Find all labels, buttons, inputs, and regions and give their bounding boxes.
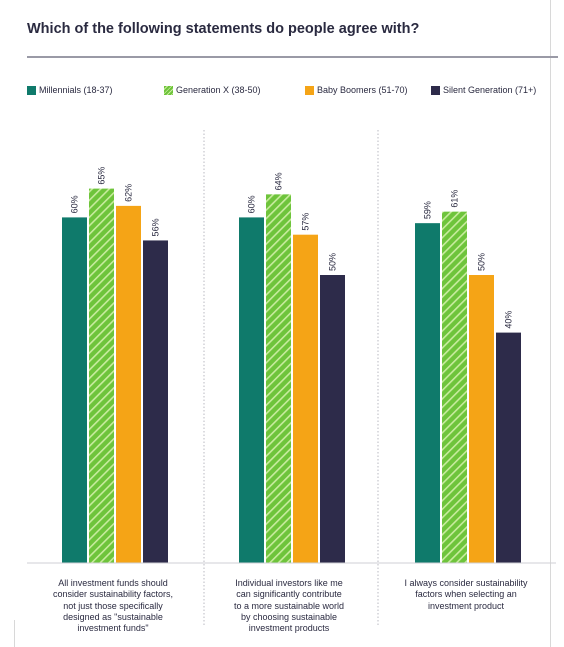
- card-border: [550, 0, 551, 647]
- value-label-generation-x-2: 64%: [274, 172, 284, 190]
- category-label-3: I always consider sustainability factors…: [391, 578, 541, 612]
- bar-generation-x-1: [89, 188, 114, 563]
- category-label-3-line-1: I always consider sustainability: [404, 578, 528, 588]
- bar-baby-boomers-3: [469, 275, 494, 563]
- value-label-millennials-3: 59%: [423, 201, 433, 219]
- value-label-baby-boomers-1: 62%: [124, 184, 134, 202]
- bar-generation-x-3: [442, 211, 467, 563]
- chart-title: Which of the following statements do peo…: [27, 21, 420, 37]
- bar-baby-boomers-1: [116, 205, 141, 563]
- value-label-millennials-2: 60%: [247, 195, 257, 213]
- legend-label-baby-boomers: Baby Boomers (51-70): [317, 85, 408, 95]
- category-label-1: All investment funds should consider sus…: [38, 578, 188, 634]
- category-label-1-line-3: not just those specifically: [63, 600, 163, 611]
- value-label-baby-boomers-2: 57%: [301, 213, 311, 231]
- bar-millennials-3: [415, 223, 440, 563]
- category-label-2-line-4: by choosing sustainable: [240, 611, 338, 622]
- legend-swatch-millennials: [27, 86, 36, 95]
- value-label-millennials-1: 60%: [70, 195, 80, 213]
- category-label-3-line-3: investment product: [427, 600, 505, 611]
- value-label-silent-generation-3: 40%: [504, 311, 514, 329]
- category-label-1-line-2: consider sustainability factors,: [52, 589, 174, 600]
- category-separators: [203, 130, 379, 626]
- bars-group: [62, 188, 521, 564]
- category-label-3-line-2: factors when selecting an: [415, 589, 517, 600]
- category-label-2-line-1: Individual investors like me: [235, 578, 343, 588]
- title-divider: [27, 56, 558, 58]
- category-label-1-line-4: designed as "sustainable: [63, 611, 163, 622]
- category-label-2-line-5: investment products: [248, 623, 330, 634]
- bar-millennials-1: [62, 217, 87, 563]
- value-label-generation-x-1: 65%: [97, 167, 107, 185]
- bar-generation-x-2: [266, 194, 291, 564]
- bar-millennials-2: [239, 217, 264, 563]
- bar-baby-boomers-2: [293, 234, 318, 563]
- legend-label-millennials: Millennials (18-37): [39, 85, 113, 95]
- value-labels-group: 60% 60% 59% 65% 64% 61% 62% 57% 50% 56% 50% 40%: [70, 167, 514, 329]
- category-label-2-line-3: to a more sustainable world: [233, 600, 345, 611]
- category-label-1-line-5: investment funds": [77, 623, 149, 634]
- value-label-generation-x-3: 61%: [450, 190, 460, 208]
- category-label-1-line-1: All investment funds should: [58, 578, 168, 588]
- card-border-left: [14, 620, 15, 647]
- bar-silent-generation-1: [143, 240, 168, 563]
- value-label-silent-generation-1: 56%: [151, 218, 161, 236]
- bar-silent-generation-3: [496, 332, 521, 563]
- legend-swatch-baby-boomers: [305, 86, 314, 95]
- legend-swatch-generation-x: [164, 86, 173, 95]
- value-label-silent-generation-2: 50%: [328, 253, 338, 271]
- legend-label-generation-x: Generation X (38-50): [176, 85, 261, 95]
- value-label-baby-boomers-3: 50%: [477, 253, 487, 271]
- legend-label-silent-generation: Silent Generation (71+): [443, 85, 537, 95]
- legend-swatch-silent-generation: [431, 86, 440, 95]
- category-label-2: Individual investors like me can signifi…: [214, 578, 364, 634]
- bar-silent-generation-2: [320, 275, 345, 563]
- category-label-2-line-2: can significantly contribute: [236, 589, 342, 600]
